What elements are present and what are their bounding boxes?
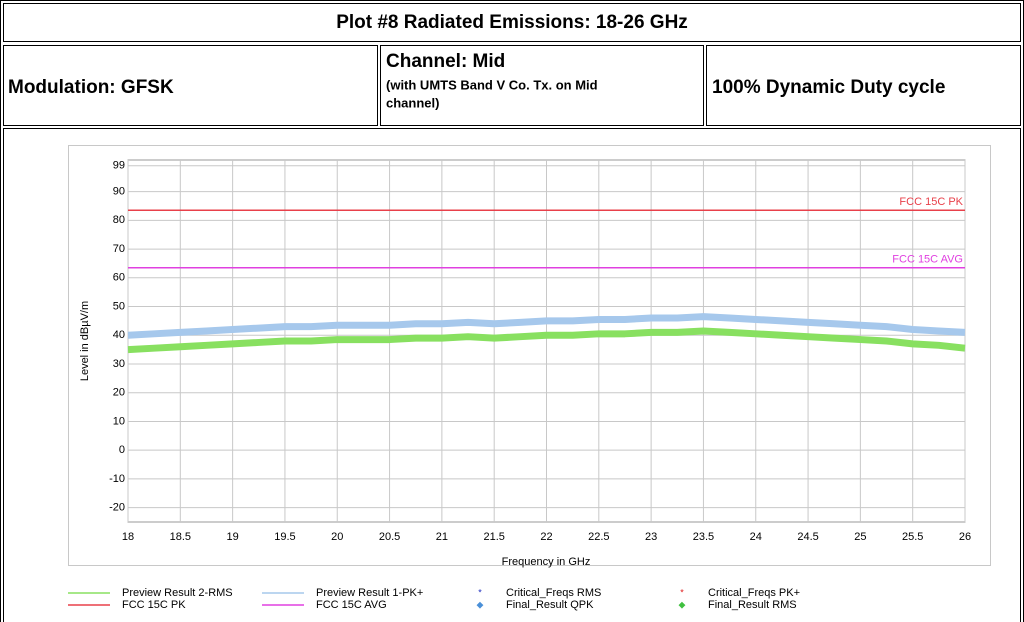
y-tick-label: 60	[113, 272, 125, 284]
x-tick-label: 22	[540, 531, 552, 543]
legend-symbol: ◆	[477, 599, 484, 609]
x-tick-label: 22.5	[588, 531, 609, 543]
x-tick-label: 20.5	[379, 531, 400, 543]
trace	[127, 313, 966, 339]
y-axis-label: Level in dBµV/m	[79, 301, 91, 381]
legend-label: Final_Result QPK	[506, 599, 594, 611]
channel-note: channel)	[386, 95, 439, 110]
limit-label: FCC 15C PK	[899, 196, 963, 208]
y-tick-label: 70	[113, 243, 125, 255]
y-tick-label: 20	[113, 387, 125, 399]
y-tick-label: 0	[119, 444, 125, 456]
y-tick-label: 99	[113, 160, 125, 172]
cell	[706, 45, 1021, 126]
legend-label: Critical_Freqs RMS	[506, 587, 601, 599]
x-tick-label: 20	[331, 531, 343, 543]
x-tick-label: 18	[122, 531, 134, 543]
trace	[127, 327, 966, 354]
title-cell	[3, 3, 1021, 42]
legend-label: Preview Result 2-RMS	[122, 587, 233, 599]
cell	[3, 45, 378, 126]
y-tick-label: 10	[113, 415, 125, 427]
y-tick-label: 50	[113, 300, 125, 312]
x-tick-label: 25.5	[902, 531, 923, 543]
y-tick-label: 80	[113, 214, 125, 226]
x-tick-label: 26	[959, 531, 971, 543]
x-tick-label: 25	[854, 531, 866, 543]
channel-note: (with UMTS Band V Co. Tx. on Mid	[386, 77, 598, 92]
y-tick-label: -10	[109, 473, 125, 485]
x-tick-label: 21.5	[483, 531, 504, 543]
duty: 100% Dynamic Duty cycle	[712, 77, 945, 98]
x-tick-label: 18.5	[170, 531, 191, 543]
y-tick-label: 30	[113, 358, 125, 370]
channel: Channel: Mid	[386, 51, 505, 72]
modulation: Modulation: GFSK	[8, 77, 174, 98]
x-tick-label: 19.5	[274, 531, 295, 543]
legend-label: Preview Result 1-PK+	[316, 587, 423, 599]
title: Plot #8 Radiated Emissions: 18-26 GHz	[336, 12, 688, 33]
x-axis-label: Frequency in GHz	[502, 556, 591, 568]
y-tick-label: 90	[113, 186, 125, 198]
x-tick-label: 23.5	[693, 531, 714, 543]
x-tick-label: 21	[436, 531, 448, 543]
chart-cell	[3, 128, 1021, 622]
x-tick-label: 24.5	[797, 531, 818, 543]
legend-label: FCC 15C PK	[122, 599, 186, 611]
x-tick-label: 24	[750, 531, 762, 543]
legend-label: Critical_Freqs PK+	[708, 587, 800, 599]
legend-label: Final_Result RMS	[708, 599, 797, 611]
legend-symbol: *	[478, 587, 482, 597]
legend-symbol: ◆	[679, 599, 686, 609]
x-tick-label: 19	[227, 531, 239, 543]
x-tick-label: 23	[645, 531, 657, 543]
legend-symbol: *	[680, 587, 684, 597]
legend-label: FCC 15C AVG	[316, 599, 387, 611]
limit-label: FCC 15C AVG	[892, 254, 963, 266]
y-tick-label: 40	[113, 329, 125, 341]
chart-frame	[68, 145, 991, 566]
y-tick-label: -20	[109, 502, 125, 514]
cell	[380, 45, 704, 126]
